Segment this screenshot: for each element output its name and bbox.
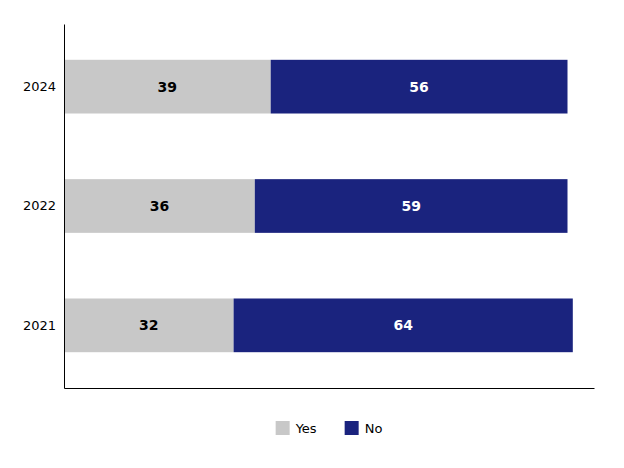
tick: 2022 [23,198,64,213]
bar [64,179,255,233]
tick-label: 2024 [23,79,56,94]
legend-swatch [276,421,290,435]
legend-item: No [345,421,383,436]
data-label: 36 [150,198,169,214]
axis-line [64,25,65,389]
axis-line [65,388,595,389]
legend-swatch [345,421,359,435]
y-axis: 2024 2022 2021 [23,25,65,389]
bar [64,60,271,114]
bar [255,179,568,233]
legend-label: No [365,421,383,436]
legend-label: Yes [295,421,317,436]
data-label: 39 [158,79,177,95]
legend: Yes No [276,421,383,436]
tick-label: 2021 [23,318,56,333]
data-label: 64 [393,317,413,333]
chart: 2024 2022 2021 39 36 32 56 59 64 Yes No [0,0,624,468]
plot: 2024 2022 2021 39 36 32 56 59 64 [23,25,595,389]
data-label: 56 [409,79,428,95]
legend-item: Yes [276,421,317,436]
data-label: 59 [401,198,420,214]
tick: 2024 [23,79,64,94]
x-axis [65,388,595,389]
bar [234,298,573,352]
bar [64,298,234,352]
bars [64,60,573,352]
data-label: 32 [139,317,158,333]
data-labels: 39 36 32 56 59 64 [139,79,429,334]
bar [271,60,568,114]
series [234,60,573,352]
tick-label: 2022 [23,198,56,213]
tick: 2021 [23,318,64,333]
